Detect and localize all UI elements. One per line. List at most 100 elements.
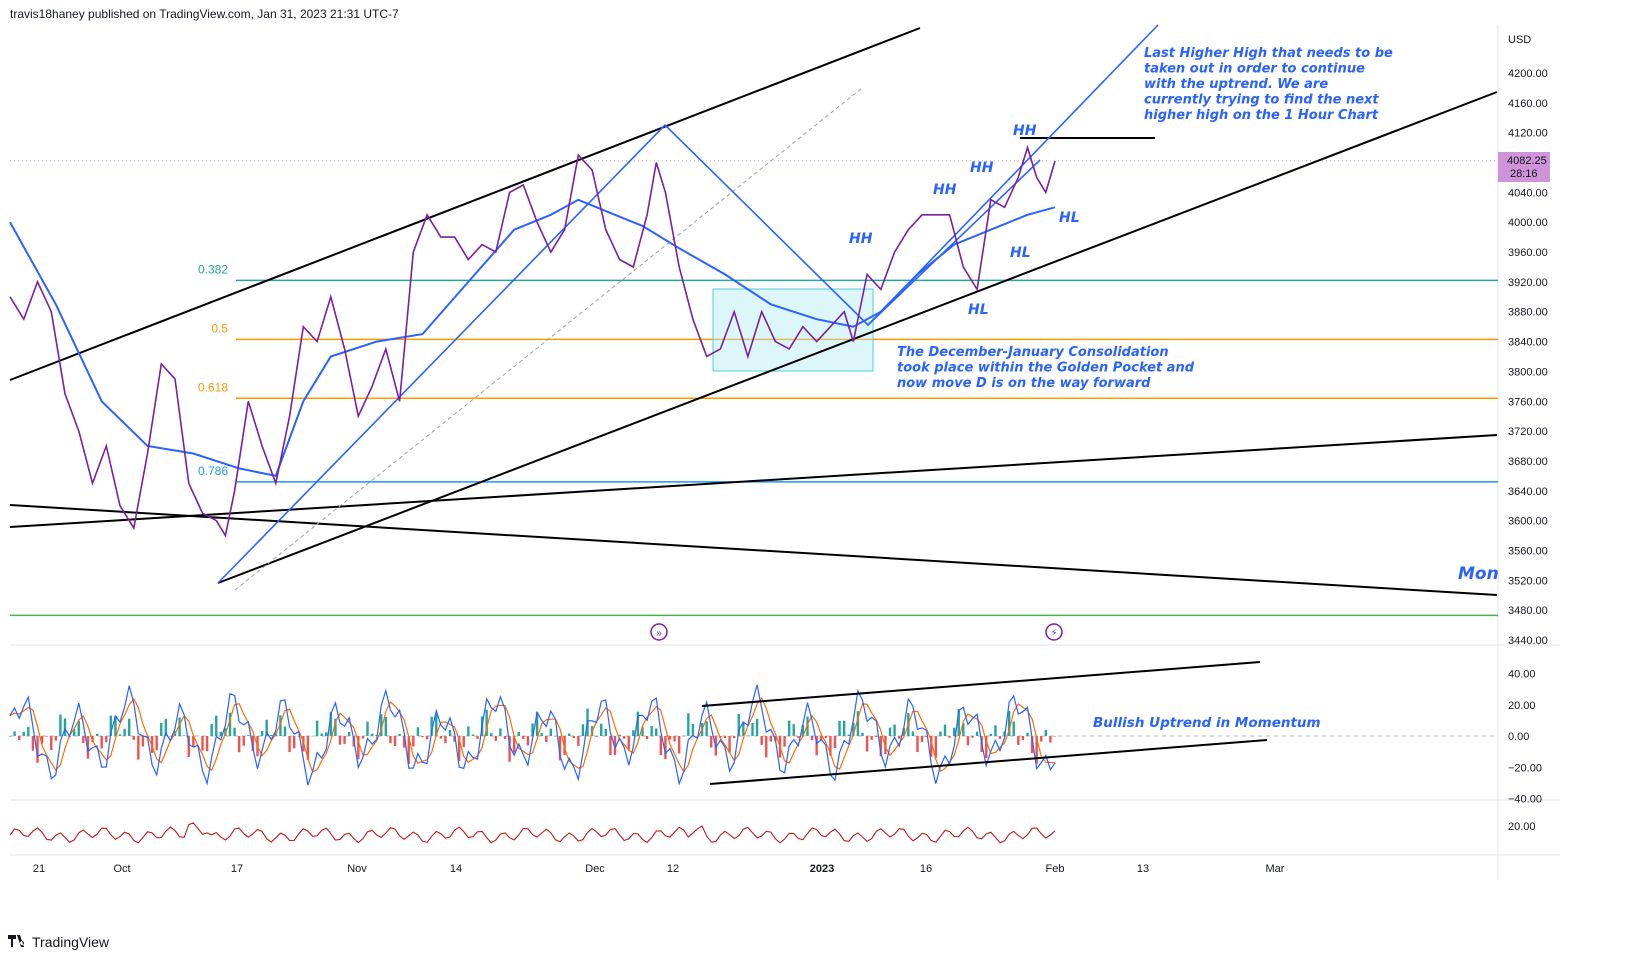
histogram-bar <box>320 733 323 736</box>
histogram-bar <box>535 712 539 736</box>
histogram-bar <box>1021 736 1025 741</box>
footer-brand: TradingView <box>8 934 109 950</box>
histogram-bar <box>810 736 814 741</box>
histogram-bar <box>72 729 76 736</box>
histogram-bar <box>650 726 653 736</box>
momentum-lower-trendline <box>709 739 1268 785</box>
histogram-bar <box>806 716 809 736</box>
price-tick-label: 3840.00 <box>1508 337 1548 349</box>
histogram-bar <box>622 736 626 739</box>
event-icon-lightning[interactable]: ⚡ <box>1045 623 1063 641</box>
histogram-bar <box>787 720 791 736</box>
price-tick-label: 3560.00 <box>1508 545 1548 557</box>
histogram-bar <box>228 712 232 736</box>
histogram-bar <box>847 734 850 736</box>
histogram-bar <box>760 736 763 745</box>
lower-pane-line <box>9 822 1056 844</box>
histogram-bar <box>105 736 108 743</box>
histogram-bar <box>1007 710 1011 736</box>
histogram-bar <box>838 720 841 736</box>
histogram-bar <box>545 736 548 743</box>
price-tick-label: 4040.00 <box>1508 187 1548 199</box>
histogram-bar <box>512 736 516 753</box>
histogram-bar <box>691 723 695 736</box>
histogram-bar <box>164 718 168 736</box>
higher-high-note-line: with the uptrend. We are <box>1144 77 1328 92</box>
histogram-bar <box>430 716 433 736</box>
histogram-bar <box>457 736 461 761</box>
histogram-bar <box>77 720 80 736</box>
fib-label: 0.618 <box>198 380 228 394</box>
oscillator-tick-label: 20.00 <box>1508 700 1536 712</box>
channel-lower-line <box>217 91 1498 584</box>
histogram-bar <box>783 736 786 747</box>
histogram-bar <box>636 711 640 736</box>
histogram-bar <box>13 731 16 736</box>
histogram-bar <box>462 736 465 747</box>
histogram-bar <box>22 731 25 736</box>
histogram-bar <box>270 734 273 736</box>
fib-label: 0.5 <box>211 321 228 335</box>
histogram-bar <box>820 736 823 741</box>
histogram-bar <box>334 718 337 736</box>
consolidation-note-line: The December-January Consolidation <box>897 345 1169 360</box>
moving-average-line <box>9 198 1056 478</box>
price-line <box>9 144 1056 538</box>
histogram-bar <box>485 709 488 736</box>
histogram-bar <box>471 734 475 736</box>
price-tick-label: 3960.00 <box>1508 247 1548 259</box>
histogram-bar <box>237 736 241 753</box>
higher-high-note-line: Last Higher High that needs to be <box>1144 46 1393 61</box>
histogram-bar <box>325 732 328 736</box>
histogram-bar <box>815 736 818 756</box>
histogram-bar <box>370 733 374 736</box>
histogram-bar <box>975 731 979 736</box>
histogram-bar <box>581 724 585 736</box>
histogram-bar <box>306 736 310 760</box>
time-tick-label: Nov <box>347 863 367 875</box>
histogram-bar <box>723 736 727 739</box>
histogram-bar <box>677 736 681 754</box>
histogram-bar <box>966 736 970 746</box>
last-price-value: 4082.25 <box>1507 155 1547 167</box>
abcd-pattern-lines <box>217 24 1159 584</box>
histogram-bar <box>407 736 410 765</box>
price-tick-label: 4000.00 <box>1508 217 1548 229</box>
higher-high-note-line: taken out in order to continue <box>1144 62 1365 77</box>
histogram-bar <box>421 736 424 738</box>
histogram-bar <box>897 736 901 739</box>
tradingview-logo-icon <box>8 934 28 950</box>
histogram-bar <box>192 736 195 747</box>
histogram-bar <box>751 722 754 736</box>
time-tick-label: 13 <box>1137 863 1149 875</box>
time-tick-label: Oct <box>113 863 130 875</box>
histogram-bar <box>920 736 924 743</box>
hl-label-3: HL <box>1059 210 1080 226</box>
histogram-bar <box>875 736 878 737</box>
histogram-bar <box>604 729 608 736</box>
histogram-bar <box>531 723 534 736</box>
event-icon-fast-forward[interactable]: » <box>650 623 668 641</box>
last-price-badge <box>1498 152 1550 182</box>
histogram-bar <box>549 728 553 736</box>
histogram-bar <box>54 736 58 741</box>
countdown-value: 28:16 <box>1510 168 1538 180</box>
histogram-bar <box>705 721 708 736</box>
histogram-bar <box>962 723 965 736</box>
momentum-upper-trendline <box>701 661 1261 707</box>
histogram-bar <box>141 736 145 747</box>
histogram-bar <box>503 736 507 739</box>
histogram-bar <box>155 736 158 751</box>
hh-label-2: HH <box>933 182 957 198</box>
histogram-bar <box>118 734 122 736</box>
price-tick-label: 3480.00 <box>1508 605 1548 617</box>
histogram-bar <box>59 714 62 736</box>
histogram-bar <box>618 734 621 736</box>
histogram-bar <box>127 718 131 736</box>
histogram-bar <box>453 736 456 742</box>
time-tick-label: Feb <box>1046 863 1065 875</box>
histogram-bar <box>797 736 800 738</box>
histogram-bar <box>998 736 1002 739</box>
histogram-bar <box>448 730 452 736</box>
